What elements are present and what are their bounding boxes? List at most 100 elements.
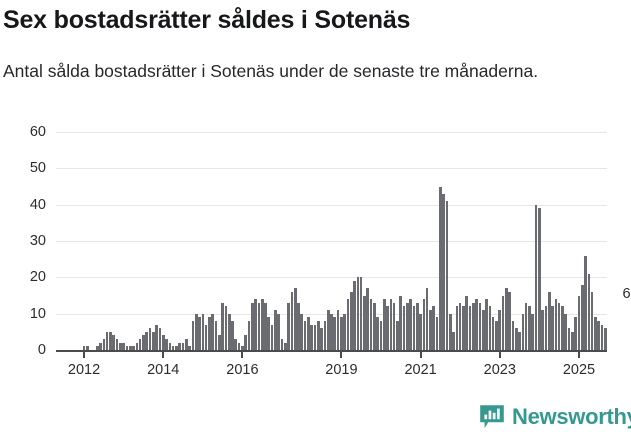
bar	[99, 342, 102, 350]
bar	[323, 320, 327, 350]
bar	[521, 313, 525, 350]
bar	[260, 299, 264, 350]
bar	[175, 346, 178, 350]
bar	[346, 299, 350, 350]
bar	[86, 346, 89, 350]
gridline	[56, 205, 607, 206]
x-axis-tick-label: 2012	[67, 362, 101, 378]
x-axis-tick	[340, 352, 343, 358]
y-axis-tick-label: 10	[29, 306, 46, 322]
bar	[379, 320, 383, 350]
bar	[178, 342, 182, 350]
bar	[227, 313, 231, 350]
bar	[280, 339, 284, 350]
bar	[392, 302, 396, 350]
bar	[452, 331, 455, 350]
bar	[125, 346, 129, 350]
y-axis-tick-label: 60	[29, 124, 46, 140]
bar	[138, 339, 142, 350]
bar	[409, 299, 412, 350]
bar	[462, 306, 465, 350]
bar	[577, 295, 581, 350]
page-title: Sex bostadsrätter såldes i Sotenäs	[3, 6, 411, 34]
bar	[142, 335, 145, 350]
y-axis-tick-label: 0	[37, 342, 46, 358]
bar	[105, 331, 109, 350]
bar	[580, 284, 584, 350]
bar	[211, 313, 215, 350]
bar	[340, 317, 343, 350]
bar	[505, 288, 508, 350]
bar	[122, 342, 125, 350]
bar	[541, 310, 544, 350]
bar	[508, 291, 511, 350]
gridline	[56, 168, 607, 169]
bar	[307, 317, 310, 350]
bar	[257, 302, 261, 350]
bar	[353, 280, 356, 350]
bar	[270, 324, 274, 350]
bar	[198, 317, 201, 350]
bar	[396, 320, 399, 350]
bar	[171, 346, 175, 350]
bar	[109, 331, 112, 350]
bar	[316, 320, 320, 350]
bar	[538, 208, 541, 350]
bar	[244, 335, 248, 350]
bar	[267, 317, 271, 350]
bar	[475, 299, 478, 350]
bar	[290, 291, 294, 350]
bar	[590, 291, 594, 350]
bar	[194, 313, 198, 350]
bar	[310, 324, 313, 350]
x-axis-tick	[577, 352, 580, 358]
bar	[402, 306, 406, 350]
bar	[425, 288, 429, 350]
page-subtitle: Antal sålda bostadsrätter i Sotenäs unde…	[3, 61, 539, 81]
bar	[406, 302, 409, 350]
bar	[148, 328, 152, 350]
bar	[158, 328, 162, 350]
bar	[218, 335, 221, 350]
bar	[488, 306, 492, 350]
bar	[597, 320, 601, 350]
bar	[376, 317, 379, 350]
bar	[221, 302, 224, 350]
bar	[495, 320, 498, 350]
bar	[185, 339, 188, 350]
bar	[343, 313, 346, 350]
bar	[455, 306, 459, 350]
bar	[95, 346, 99, 350]
bar	[498, 310, 502, 350]
bar	[373, 302, 376, 350]
highlight-value-label: 6	[622, 286, 631, 303]
bar	[587, 273, 591, 350]
bar	[604, 328, 607, 350]
bar	[135, 342, 139, 350]
bar	[472, 302, 475, 350]
bar	[145, 331, 149, 350]
bar	[155, 324, 158, 350]
x-axis-tick	[419, 352, 422, 358]
bar	[181, 342, 185, 350]
bar	[161, 335, 165, 350]
bar	[422, 299, 426, 350]
bar	[389, 299, 393, 350]
bar	[247, 320, 251, 350]
bar	[561, 306, 564, 350]
bar	[399, 295, 403, 350]
bar	[600, 324, 604, 350]
bar	[349, 291, 353, 350]
bar	[528, 306, 531, 350]
bar	[511, 320, 515, 350]
bar	[531, 313, 535, 350]
bar	[478, 302, 482, 350]
newsworthy-logo[interactable]: Newsworthy	[479, 404, 631, 430]
bar	[333, 317, 337, 350]
bar	[571, 331, 574, 350]
y-axis-tick-label: 50	[29, 160, 46, 176]
bar	[432, 306, 436, 350]
bar	[330, 313, 333, 350]
bar	[336, 310, 340, 350]
